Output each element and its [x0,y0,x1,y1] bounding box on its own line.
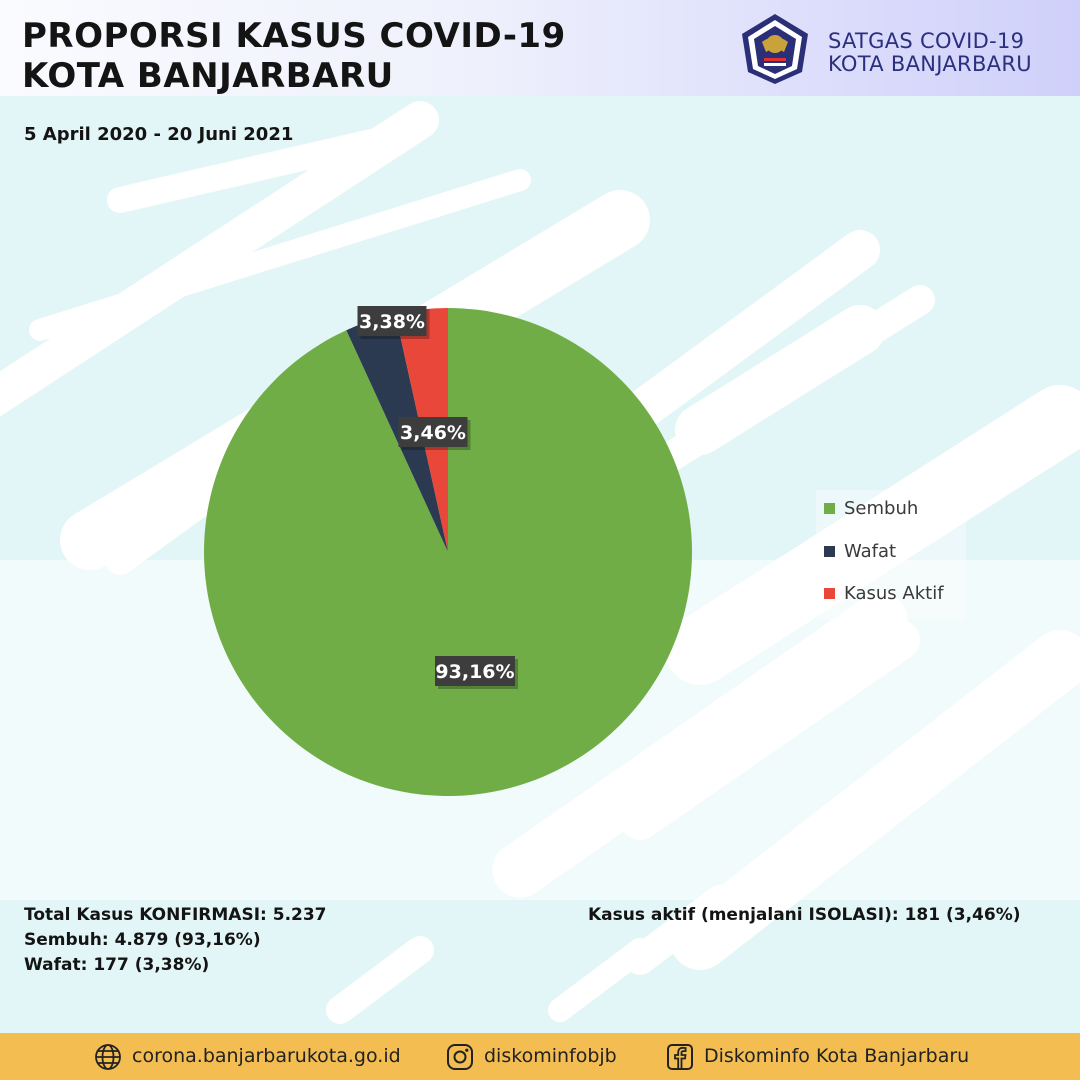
data-label-text: 3,46% [400,422,466,444]
data-label-box [398,417,468,447]
facebook-page[interactable]: Diskominfo Kota Banjarbaru [704,1045,970,1067]
recovered-count: Sembuh: 4.879 (93,16%) [24,930,261,950]
case-summary: Total Kasus KONFIRMASI: 5.237 Sembuh: 4.… [24,903,327,978]
legend-swatch-kasus-aktif [824,588,835,599]
globe-icon [95,1044,121,1070]
instagram-handle[interactable]: diskominfobjb [484,1045,617,1067]
date-range: 5 April 2020 - 20 Juni 2021 [24,124,294,145]
legend-label-wafat: Wafat [844,541,897,562]
organization-name: SATGAS COVID-19 KOTA BANJARBARU [828,30,1032,76]
org-line-2: KOTA BANJARBARU [828,52,1032,76]
legend-swatch-sembuh [824,503,835,514]
page-title: PROPORSI KASUS COVID-19 KOTA BANJARBARU [22,16,566,96]
death-count: Wafat: 177 (3,38%) [24,955,210,975]
org-line-1: SATGAS COVID-19 [828,29,1025,53]
instagram-icon [447,1044,473,1070]
pie-slice-wafat [346,313,448,552]
data-label-text: 3,38% [359,311,425,333]
legend-label-sembuh: Sembuh [844,498,919,519]
data-label-text: 93,16% [435,661,514,683]
data-label-wafat: 3,38% [357,306,430,339]
title-line-1: PROPORSI KASUS COVID-19 [22,16,566,56]
active-cases: Kasus aktif (menjalani ISOLASI): 181 (3,… [588,905,1021,925]
title-line-2: KOTA BANJARBARU [22,56,394,96]
data-label-box [357,306,427,336]
data-label-kasus-aktif: 3,46% [398,417,471,450]
chart-legend: Sembuh Wafat Kasus Aktif [816,490,966,620]
total-confirmed: Total Kasus KONFIRMASI: 5.237 [24,905,327,925]
footer-bar: corona.banjarbarukota.go.id diskominfobj… [0,1033,1080,1080]
legend-swatch-wafat [824,546,835,557]
data-label-box [435,656,515,686]
header-band [0,0,1080,96]
satgas-emblem-icon [742,14,808,84]
data-label-sembuh: 93,16% [435,656,518,689]
legend-label-kasus-aktif: Kasus Aktif [844,583,944,604]
facebook-icon [667,1044,693,1070]
website-link[interactable]: corona.banjarbarukota.go.id [132,1045,401,1067]
